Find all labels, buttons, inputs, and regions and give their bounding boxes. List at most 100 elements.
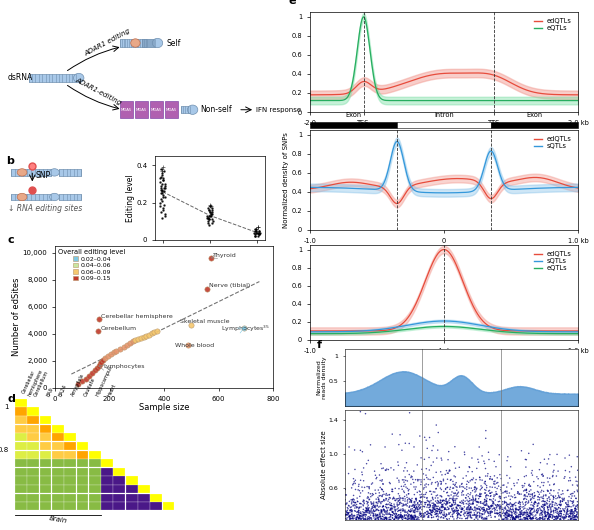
Point <box>562 500 571 509</box>
Point <box>468 493 478 502</box>
Point <box>548 512 558 520</box>
Point <box>396 430 405 439</box>
Text: Lymphocytes$^{35}$: Lymphocytes$^{35}$ <box>221 324 270 334</box>
Point <box>359 499 369 508</box>
Point <box>504 512 513 520</box>
Point <box>365 513 375 522</box>
Point <box>507 502 517 510</box>
Point <box>491 488 501 496</box>
Point <box>344 470 353 478</box>
Point <box>371 489 381 498</box>
Point <box>443 498 453 506</box>
Point <box>491 491 500 499</box>
Point <box>451 507 460 516</box>
Point <box>517 447 526 455</box>
Point <box>348 502 358 510</box>
Point <box>470 482 479 491</box>
Point <box>451 498 460 507</box>
Point <box>399 507 409 515</box>
Point <box>491 513 500 522</box>
Bar <box>89 485 100 493</box>
Point <box>462 499 471 508</box>
Bar <box>126 493 138 502</box>
Point <box>489 478 499 486</box>
Point <box>427 508 437 517</box>
Point <box>495 492 504 500</box>
Circle shape <box>74 73 84 83</box>
Point <box>405 503 414 511</box>
Bar <box>52 485 64 493</box>
Point <box>535 515 545 523</box>
Point <box>515 513 525 521</box>
Point <box>437 478 446 486</box>
Point <box>512 479 522 487</box>
Point <box>375 483 385 492</box>
Point <box>452 494 462 503</box>
Point <box>567 514 577 522</box>
Point <box>433 511 443 520</box>
Point <box>424 497 434 505</box>
Point <box>405 507 414 516</box>
Point <box>441 504 450 513</box>
Point <box>537 502 546 511</box>
Point <box>443 488 452 497</box>
Point <box>384 504 393 512</box>
Point <box>551 499 560 507</box>
Point <box>505 510 514 519</box>
Bar <box>15 416 27 424</box>
Point <box>465 501 474 509</box>
Point <box>526 495 535 504</box>
Point <box>400 511 410 519</box>
Point <box>345 497 354 506</box>
Point <box>438 502 447 510</box>
Point <box>411 512 421 520</box>
Point <box>473 505 483 513</box>
Point <box>489 480 498 488</box>
Point <box>573 504 583 512</box>
Point <box>365 507 374 516</box>
Point <box>382 504 391 513</box>
Point <box>498 515 508 524</box>
Point <box>412 488 422 497</box>
Point <box>441 470 450 479</box>
Point <box>422 464 431 473</box>
Point <box>529 492 539 501</box>
Point <box>486 507 496 515</box>
Point <box>568 511 577 519</box>
Point <box>465 496 475 505</box>
Point <box>394 440 403 449</box>
Point <box>428 506 437 515</box>
Point <box>402 500 411 509</box>
Point <box>361 515 370 524</box>
Point <box>546 508 555 517</box>
Point <box>514 499 523 508</box>
Point <box>521 516 530 524</box>
Point <box>558 497 567 506</box>
Point <box>438 496 448 505</box>
Point <box>554 492 564 501</box>
Point <box>432 499 441 507</box>
Point <box>403 509 412 518</box>
Point <box>342 510 351 519</box>
Point <box>398 494 407 502</box>
Point <box>479 506 489 514</box>
Point <box>391 510 401 518</box>
Point <box>456 508 466 516</box>
Point <box>410 485 420 493</box>
Point <box>356 515 366 523</box>
Point <box>478 483 487 492</box>
Bar <box>27 493 39 502</box>
Bar <box>126 502 138 510</box>
Point <box>565 512 574 520</box>
Point <box>414 506 424 514</box>
Point <box>421 471 431 480</box>
Point <box>421 490 430 499</box>
Point <box>560 454 570 462</box>
Text: ADAR1 editing: ADAR1 editing <box>83 28 131 57</box>
Point <box>475 513 484 522</box>
Point <box>478 507 488 516</box>
Point <box>503 510 513 518</box>
Point <box>459 510 468 519</box>
Point <box>410 508 419 517</box>
Point <box>499 481 508 489</box>
